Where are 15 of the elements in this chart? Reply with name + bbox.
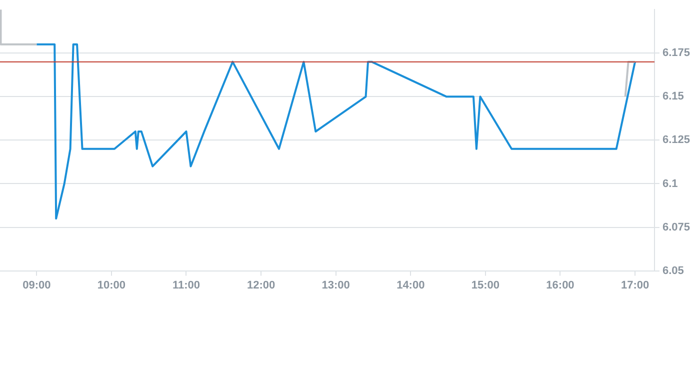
x-tick-label: 12:00 bbox=[246, 279, 276, 292]
x-tick-label: 09:00 bbox=[22, 279, 51, 292]
x-tick-label: 10:00 bbox=[97, 279, 126, 292]
x-tick-label: 11:00 bbox=[172, 279, 200, 292]
y-tick-label: 6.125 bbox=[662, 134, 690, 146]
y-tick-label: 6.05 bbox=[662, 264, 684, 277]
x-tick-label: 17:00 bbox=[620, 279, 650, 292]
x-tick-label: 13:00 bbox=[322, 279, 350, 292]
x-tick-label: 16:00 bbox=[546, 279, 574, 292]
y-tick-label: 6.175 bbox=[662, 47, 690, 60]
y-tick-label: 6.1 bbox=[662, 178, 678, 190]
y-tick-label: 6.075 bbox=[662, 221, 690, 234]
x-tick-label: 15:00 bbox=[471, 279, 500, 292]
y-tick-label: 6.15 bbox=[662, 90, 684, 103]
x-tick-label: 14:00 bbox=[396, 279, 425, 292]
